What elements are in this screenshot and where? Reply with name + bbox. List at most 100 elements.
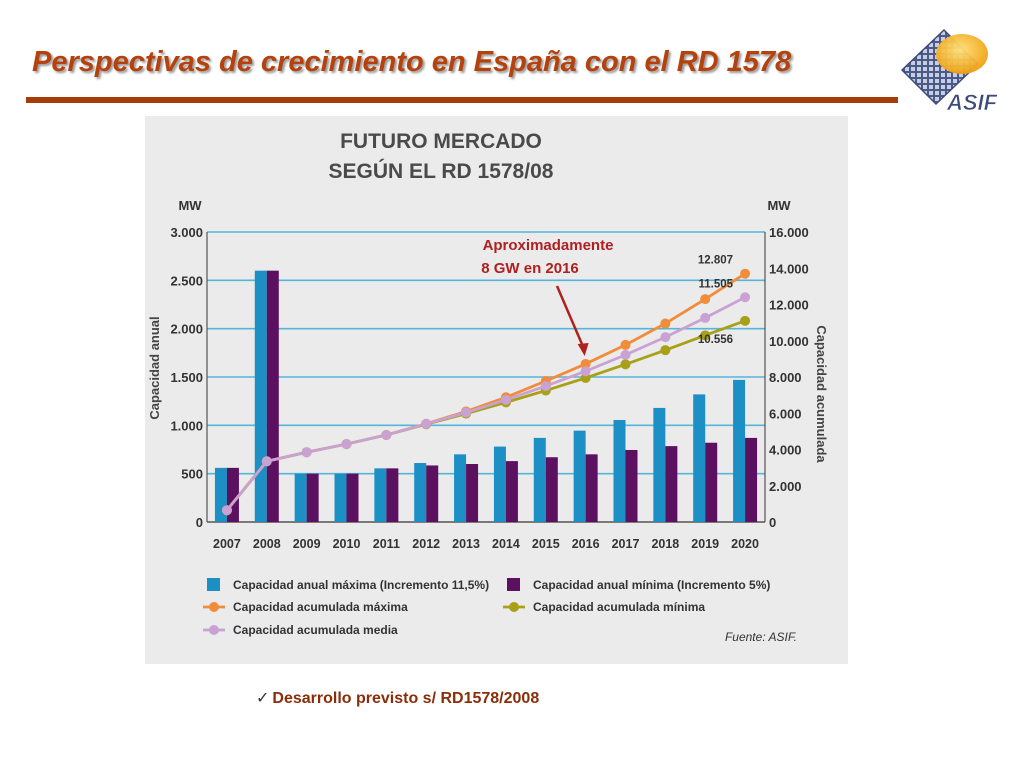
chart: FUTURO MERCADO SEGÚN EL RD 1578/08 MW MW… bbox=[147, 130, 829, 644]
legend-marker bbox=[509, 602, 519, 612]
asif-logo-graphic: ASIF bbox=[900, 28, 998, 115]
title-rule bbox=[26, 97, 898, 103]
left-tick-label: 2.000 bbox=[170, 322, 203, 337]
right-tick-label: 14.000 bbox=[769, 261, 809, 276]
bar-max-2010 bbox=[334, 473, 347, 522]
legend-marker bbox=[209, 602, 219, 612]
x-tick-label: 2011 bbox=[373, 537, 400, 551]
right-tick-label: 8.000 bbox=[769, 370, 802, 385]
x-tick-label: 2009 bbox=[293, 537, 321, 551]
legend-label: Capacidad anual máxima (Incremento 11,5%… bbox=[233, 578, 489, 592]
bar-min-2010 bbox=[346, 473, 359, 522]
right-tick-label: 10.000 bbox=[769, 334, 809, 349]
bar-min-2020 bbox=[745, 437, 758, 522]
x-tick-label: 2012 bbox=[412, 537, 440, 551]
line-point-0-2018 bbox=[660, 318, 671, 329]
line-point-2-2014 bbox=[500, 394, 511, 405]
bar-max-2013 bbox=[454, 454, 467, 522]
check-icon: ✓ bbox=[256, 690, 270, 707]
line-point-2-2012 bbox=[421, 418, 432, 429]
slide-title: Perspectivas de crecimiento en España co… bbox=[32, 46, 792, 78]
right-tick-label: 2.000 bbox=[769, 479, 802, 494]
line-point-1-2018 bbox=[660, 345, 671, 356]
bar-max-2019 bbox=[693, 394, 706, 522]
bar-max-2014 bbox=[493, 446, 506, 522]
bar-max-2016 bbox=[573, 430, 586, 522]
left-axis-unit: MW bbox=[178, 198, 202, 213]
line-point-2-2020 bbox=[740, 292, 751, 303]
lines bbox=[221, 268, 751, 516]
chart-panel: FUTURO MERCADO SEGÚN EL RD 1578/08 MW MW… bbox=[145, 116, 848, 664]
line-point-2-2008 bbox=[261, 456, 272, 467]
line-point-2-2011 bbox=[381, 430, 392, 440]
annotation-arrow-head bbox=[577, 342, 589, 356]
bar-max-2018 bbox=[653, 407, 666, 522]
line-point-2-2016 bbox=[580, 366, 591, 377]
legend-swatch bbox=[507, 578, 520, 591]
end-label: 11.505 bbox=[699, 278, 734, 290]
right-axis-label: Capacidad acumulada bbox=[814, 325, 829, 463]
footer-note-text: Desarrollo previsto s/ RD1578/2008 bbox=[272, 690, 540, 707]
legend-label: Capacidad anual mínima (Incremento 5%) bbox=[533, 578, 770, 592]
bar-max-2020 bbox=[733, 379, 746, 522]
annotation: Aproximadamente 8 GW en 2016 bbox=[481, 237, 613, 356]
x-tick-label: 2019 bbox=[691, 537, 719, 551]
annotation-line-1: Aproximadamente bbox=[483, 237, 614, 254]
x-tick-label: 2013 bbox=[452, 537, 480, 551]
annotation-line-2: 8 GW en 2016 bbox=[481, 260, 579, 277]
chart-source: Fuente: ASIF. bbox=[725, 630, 797, 644]
legend-label: Capacidad acumulada mínima bbox=[533, 600, 705, 614]
bar-max-2015 bbox=[533, 437, 546, 522]
left-tick-label: 1.000 bbox=[170, 418, 203, 433]
line-point-1-2020 bbox=[740, 315, 751, 326]
bar-min-2009 bbox=[306, 473, 319, 522]
x-tick-label: 2017 bbox=[612, 537, 640, 551]
x-tick-label: 2014 bbox=[492, 537, 520, 551]
end-label: 10.556 bbox=[698, 334, 733, 346]
line-series-2 bbox=[225, 296, 746, 512]
line-point-0-2020 bbox=[740, 268, 751, 279]
legend: Capacidad anual máxima (Incremento 11,5%… bbox=[203, 578, 770, 637]
x-tick-label: 2016 bbox=[572, 537, 600, 551]
legend-label: Capacidad acumulada media bbox=[233, 623, 398, 637]
left-tick-label: 500 bbox=[181, 467, 203, 482]
legend-label: Capacidad acumulada máxima bbox=[233, 600, 408, 614]
bar-max-2017 bbox=[613, 420, 626, 522]
line-point-2-2018 bbox=[660, 332, 671, 343]
left-tick-label: 3.000 bbox=[170, 225, 203, 240]
bar-min-2014 bbox=[505, 461, 518, 522]
bar-max-2009 bbox=[294, 473, 307, 522]
line-point-1-2019 bbox=[700, 330, 711, 341]
line-point-2-2013 bbox=[461, 407, 472, 418]
x-tick-label: 2010 bbox=[333, 537, 361, 551]
annotation-arrow bbox=[555, 285, 585, 349]
line-point-2-2007 bbox=[221, 505, 232, 516]
x-axis-ticks: 2007 2008 2009 2010 2011 2012 2013 2014 2015 2016… bbox=[213, 537, 759, 551]
bars bbox=[214, 270, 758, 522]
left-tick-label: 2.500 bbox=[170, 273, 203, 288]
bar-max-2008 bbox=[254, 270, 267, 522]
end-label: 12.807 bbox=[698, 255, 733, 267]
bar-min-2016 bbox=[585, 454, 598, 522]
bar-max-2012 bbox=[414, 463, 427, 522]
x-tick-label: 2015 bbox=[532, 537, 560, 551]
line-point-2-2017 bbox=[620, 349, 631, 360]
left-tick-label: 0 bbox=[196, 515, 203, 530]
line-point-2-2019 bbox=[700, 312, 711, 323]
right-tick-label: 4.000 bbox=[769, 443, 802, 458]
line-point-0-2017 bbox=[620, 339, 631, 350]
bar-min-2012 bbox=[426, 465, 439, 522]
line-point-2-2015 bbox=[540, 381, 551, 392]
line-point-0-2016 bbox=[580, 358, 591, 369]
asif-logo: ASIF bbox=[898, 24, 1008, 116]
chart-title: FUTURO MERCADO bbox=[340, 130, 542, 153]
line-point-2-2010 bbox=[341, 439, 352, 450]
right-tick-label: 16.000 bbox=[769, 225, 809, 240]
bar-min-2008 bbox=[266, 270, 279, 522]
right-axis-ticks: 0 2.000 4.000 6.000 8.000 10.000 12.000 14.000 1… bbox=[769, 225, 809, 530]
x-tick-label: 2020 bbox=[731, 537, 759, 551]
chart-subtitle: SEGÚN EL RD 1578/08 bbox=[329, 159, 554, 183]
line-point-0-2019 bbox=[700, 294, 711, 305]
bar-min-2019 bbox=[705, 442, 718, 522]
left-axis-ticks: 0 500 1.000 1.500 2.000 2.500 3.000 bbox=[170, 225, 203, 530]
